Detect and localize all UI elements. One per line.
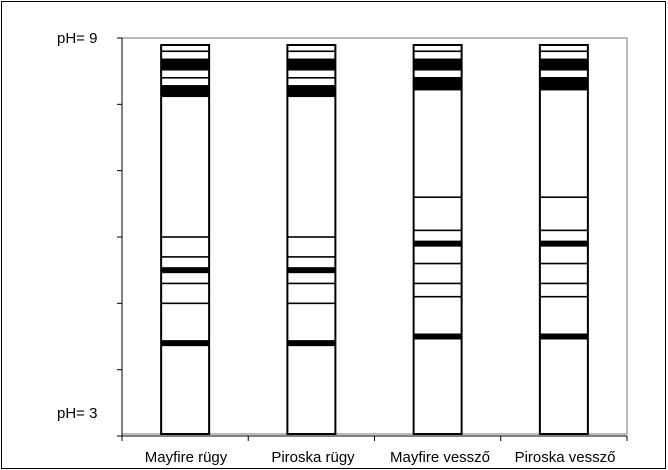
band (539, 78, 588, 91)
x-axis-ticks (121, 436, 628, 441)
band (539, 229, 588, 232)
band (539, 295, 588, 298)
gel-lane (160, 44, 211, 435)
lane-strip (160, 44, 211, 435)
band (413, 295, 462, 298)
gel-lane (286, 44, 337, 435)
band (287, 85, 336, 98)
band (287, 267, 336, 274)
band (161, 236, 210, 238)
band (287, 340, 336, 347)
band (539, 333, 588, 340)
gel-lane (412, 44, 463, 435)
band (287, 77, 336, 79)
band (161, 58, 210, 71)
band (161, 282, 210, 285)
band (413, 78, 462, 91)
band (413, 58, 462, 71)
band (539, 262, 588, 265)
band (413, 282, 462, 285)
band (539, 240, 588, 247)
band (539, 77, 588, 79)
ph-bottom-label: pH= 3 (57, 405, 98, 422)
band (287, 236, 336, 238)
band (287, 256, 336, 258)
band (413, 50, 462, 53)
lane-strip (538, 44, 589, 435)
band (539, 50, 588, 53)
band (161, 85, 210, 98)
y-axis-ticks (117, 37, 122, 437)
band (413, 333, 462, 340)
band (161, 340, 210, 347)
band (161, 77, 210, 79)
band (413, 229, 462, 232)
band (413, 77, 462, 79)
lane-label-piroska-rugy: Piroska rügy (271, 449, 355, 466)
gel-lane (538, 44, 589, 435)
lane-label-mayfire-rugy: Mayfire rügy (144, 449, 228, 466)
lane-label-mayfire-vesszo: Mayfire vessző (389, 449, 491, 466)
band (287, 50, 336, 53)
ph-top-label: pH= 9 (57, 30, 98, 47)
band (539, 282, 588, 285)
band (161, 256, 210, 258)
lane-strip (286, 44, 337, 435)
lanes (160, 44, 589, 435)
lane-label-piroska-vesszo: Piroska vessző (514, 449, 616, 466)
band (161, 267, 210, 274)
band (287, 302, 336, 305)
band (539, 196, 588, 198)
band (287, 58, 336, 71)
band (161, 302, 210, 305)
band (413, 262, 462, 265)
band (161, 50, 210, 53)
lane-strip (412, 44, 463, 435)
band (287, 282, 336, 285)
band (413, 196, 462, 198)
band (539, 58, 588, 71)
band (413, 240, 462, 247)
